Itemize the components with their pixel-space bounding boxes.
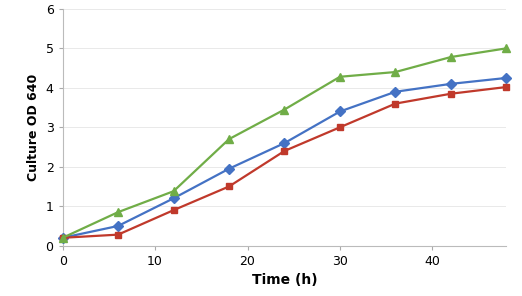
Procedure 3: [392, 70, 398, 74]
Procedure 1: [115, 224, 121, 228]
Procedure 3: [226, 137, 232, 141]
Procedure 3: [60, 236, 66, 239]
Procedure 3: [337, 75, 343, 78]
Procedure 3: [448, 55, 454, 59]
Procedure 1: [226, 167, 232, 170]
Line: Procedure 1: Procedure 1: [59, 75, 510, 241]
Procedure 3: [281, 108, 288, 111]
Procedure 2: [60, 236, 66, 239]
Y-axis label: Culture OD 640: Culture OD 640: [27, 74, 40, 181]
Procedure 1: [337, 110, 343, 113]
Procedure 2: [281, 149, 288, 153]
X-axis label: Time (h): Time (h): [252, 273, 317, 287]
Procedure 3: [115, 210, 121, 214]
Procedure 2: [503, 85, 509, 89]
Procedure 2: [448, 92, 454, 96]
Procedure 3: [503, 46, 509, 50]
Procedure 1: [60, 236, 66, 239]
Procedure 3: [170, 189, 176, 193]
Procedure 2: [170, 208, 176, 212]
Procedure 2: [115, 233, 121, 237]
Procedure 1: [392, 90, 398, 94]
Procedure 1: [448, 82, 454, 86]
Procedure 2: [337, 126, 343, 129]
Procedure 1: [503, 76, 509, 80]
Procedure 1: [281, 141, 288, 145]
Procedure 1: [170, 197, 176, 200]
Line: Procedure 3: Procedure 3: [58, 44, 511, 242]
Line: Procedure 2: Procedure 2: [59, 83, 510, 241]
Procedure 2: [392, 102, 398, 105]
Procedure 2: [226, 185, 232, 188]
